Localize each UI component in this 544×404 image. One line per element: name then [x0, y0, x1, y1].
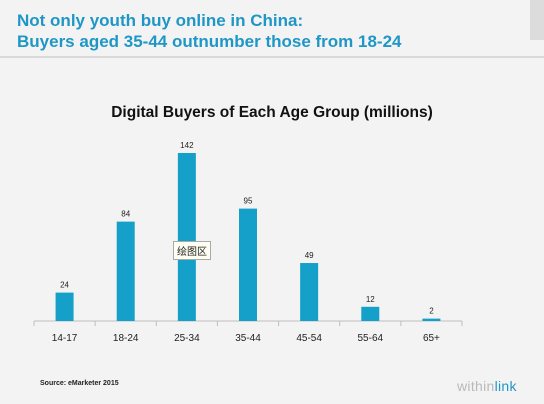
headline-line-1: Not only youth buy online in China: [17, 11, 304, 30]
x-tick-label-14-17: 14-17 [52, 333, 78, 344]
x-tick-label-18-24: 18-24 [113, 333, 139, 344]
logo-part-1: within [457, 378, 495, 394]
withinlink-logo: withinlink [457, 378, 517, 394]
bar-14-17[interactable] [55, 292, 74, 321]
bar-18-24[interactable] [116, 221, 135, 321]
header-divider [0, 56, 544, 58]
logo-part-2: link [494, 378, 517, 394]
plot-area-tooltip: 绘图区 [173, 241, 211, 260]
x-tick-label-25-34: 25-34 [174, 333, 200, 344]
headline: Not only youth buy online in China: Buye… [17, 10, 402, 52]
data-label-25-34: 142 [180, 141, 194, 150]
data-label-45-54: 49 [305, 251, 314, 260]
data-label-55-64: 12 [366, 295, 375, 304]
bar-65+[interactable] [422, 318, 441, 321]
corner-tab [530, 0, 544, 40]
x-tick-label-45-54: 45-54 [296, 333, 322, 344]
x-tick-label-35-44: 35-44 [235, 333, 261, 344]
data-label-14-17: 24 [60, 281, 69, 290]
source-note: Source: eMarketer 2015 [40, 380, 119, 387]
x-tick-label-65+: 65+ [423, 333, 440, 344]
data-label-35-44: 95 [244, 197, 253, 206]
x-tick-label-55-64: 55-64 [357, 333, 383, 344]
bar-25-34[interactable] [177, 153, 196, 321]
data-label-18-24: 84 [121, 210, 130, 219]
data-label-65+: 2 [429, 307, 434, 316]
bar-45-54[interactable] [300, 263, 319, 321]
bar-55-64[interactable] [361, 306, 380, 321]
chart-title: Digital Buyers of Each Age Group (millio… [111, 104, 433, 121]
headline-line-2: Buyers aged 35-44 outnumber those from 1… [17, 32, 402, 51]
bar-35-44[interactable] [239, 208, 257, 321]
